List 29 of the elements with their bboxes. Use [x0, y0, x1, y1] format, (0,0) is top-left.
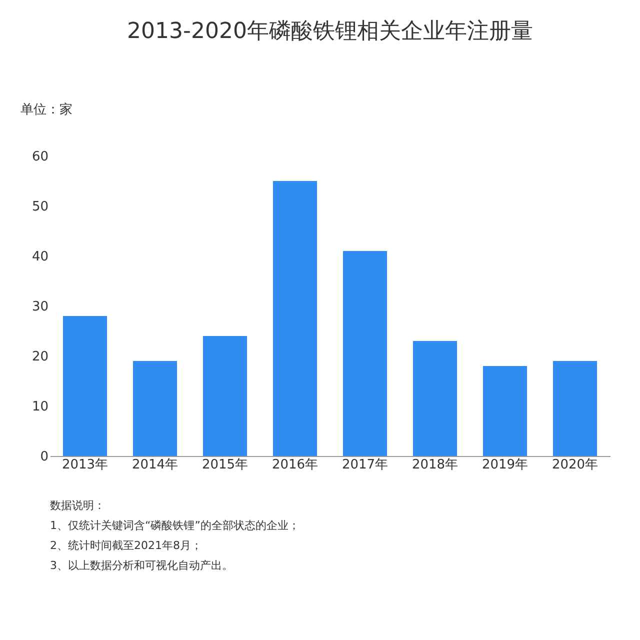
- y-tick-label: 0: [40, 450, 48, 464]
- bar: [343, 251, 387, 456]
- text: 1、仅统计关键词含“磷酸铁锂”的全部状态的企业；: [50, 519, 300, 532]
- x-tick-label: 2020年: [552, 458, 598, 472]
- x-tick-label: 2014年: [132, 458, 178, 472]
- chart-title: 2013-2020年磷酸铁锂相关企业年注册量: [127, 19, 533, 44]
- x-tick-label: 2017年: [342, 458, 388, 472]
- bar: [133, 361, 177, 456]
- text: 数据说明：: [50, 499, 105, 512]
- x-tick-label: 2013年: [62, 458, 108, 472]
- bar: [203, 336, 247, 456]
- y-tick-label: 50: [32, 200, 48, 214]
- y-tick-label: 10: [32, 400, 48, 414]
- y-tick-label: 20: [32, 350, 48, 364]
- y-axis-title: 单位：家: [20, 102, 72, 118]
- y-tick-label: 40: [32, 250, 48, 264]
- y-tick-label: 30: [32, 300, 48, 314]
- bar: [273, 181, 317, 456]
- y-tick-label: 60: [32, 150, 48, 164]
- x-tick-label: 2015年: [202, 458, 248, 472]
- x-tick-label: 2018年: [412, 458, 458, 472]
- bar: [483, 366, 527, 456]
- text: 3、以上数据分析和可视化自动产出。: [50, 559, 233, 572]
- text: 2、统计时间截至2021年8月；: [50, 539, 202, 552]
- bar: [63, 316, 107, 456]
- bar: [413, 341, 457, 456]
- x-tick-label: 2019年: [482, 458, 528, 472]
- bar: [553, 361, 597, 456]
- x-tick-label: 2016年: [272, 458, 318, 472]
